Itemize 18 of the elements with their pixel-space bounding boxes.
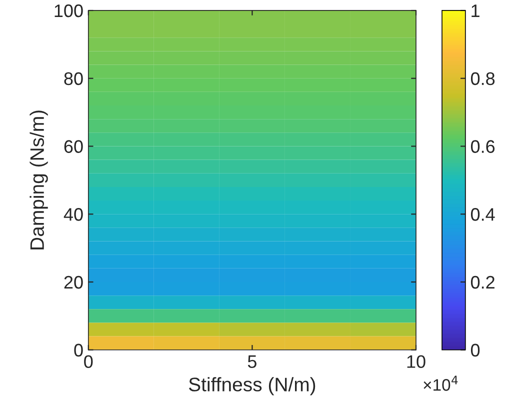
color-bar-label: 0.4 <box>470 208 495 221</box>
text: ×10$^{4}$ <box>424 376 458 391</box>
y-axis-title: Damping (Ns/m) <box>30 110 48 250</box>
color-bar-label: 0.2 <box>470 276 494 289</box>
x-tick-label: 10 <box>407 355 426 368</box>
y-tick-label: 40 <box>64 208 83 221</box>
y-tick-label: 80 <box>64 72 83 86</box>
x-tick-label: 0 <box>84 355 93 368</box>
color-bar-label: 0.8 <box>470 72 495 86</box>
color-bar-label: 1 <box>472 4 480 18</box>
x-tick-label: 5 <box>248 355 256 368</box>
x-axis-title: Stiffness (N/m) <box>188 377 316 396</box>
color-bar-label: 0.6 <box>470 140 495 153</box>
y-tick-label: 0 <box>74 344 83 357</box>
y-tick-label: 60 <box>64 140 83 153</box>
y-tick-label: 100 <box>54 4 83 18</box>
y-tick-label: 20 <box>64 276 83 289</box>
color-bar-label: 0 <box>470 344 480 357</box>
